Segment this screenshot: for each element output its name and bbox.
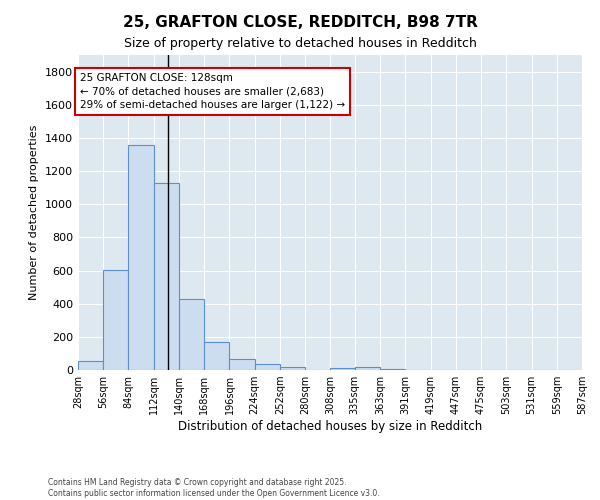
Text: Size of property relative to detached houses in Redditch: Size of property relative to detached ho…: [124, 38, 476, 51]
Text: 25 GRAFTON CLOSE: 128sqm
← 70% of detached houses are smaller (2,683)
29% of sem: 25 GRAFTON CLOSE: 128sqm ← 70% of detach…: [80, 73, 345, 110]
Text: Contains HM Land Registry data © Crown copyright and database right 2025.
Contai: Contains HM Land Registry data © Crown c…: [48, 478, 380, 498]
Bar: [255, 364, 280, 370]
Bar: [280, 366, 305, 370]
Bar: [179, 298, 204, 370]
X-axis label: Distribution of detached houses by size in Redditch: Distribution of detached houses by size …: [178, 420, 482, 433]
Bar: [380, 369, 405, 370]
Bar: [204, 342, 229, 370]
Bar: [103, 270, 128, 370]
Bar: [78, 361, 103, 370]
Bar: [229, 359, 255, 370]
Bar: [154, 182, 179, 370]
Bar: [355, 366, 380, 370]
Text: 25, GRAFTON CLOSE, REDDITCH, B98 7TR: 25, GRAFTON CLOSE, REDDITCH, B98 7TR: [122, 15, 478, 30]
Y-axis label: Number of detached properties: Number of detached properties: [29, 125, 40, 300]
Bar: [128, 144, 154, 370]
Bar: [331, 368, 355, 370]
